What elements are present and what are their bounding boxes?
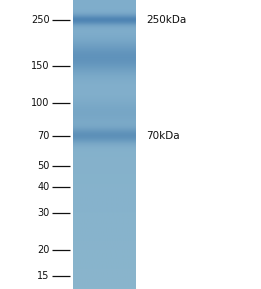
Text: 20: 20 [37,245,50,255]
Text: 250: 250 [31,15,50,25]
Text: 250kDa: 250kDa [146,15,186,25]
Text: 70kDa: 70kDa [146,131,180,140]
Text: 100: 100 [31,98,50,108]
Text: 15: 15 [37,271,50,281]
Text: 40: 40 [37,181,50,192]
Text: 70: 70 [37,131,50,140]
Text: 150: 150 [31,61,50,71]
Text: 30: 30 [37,208,50,218]
Text: 50: 50 [37,161,50,171]
